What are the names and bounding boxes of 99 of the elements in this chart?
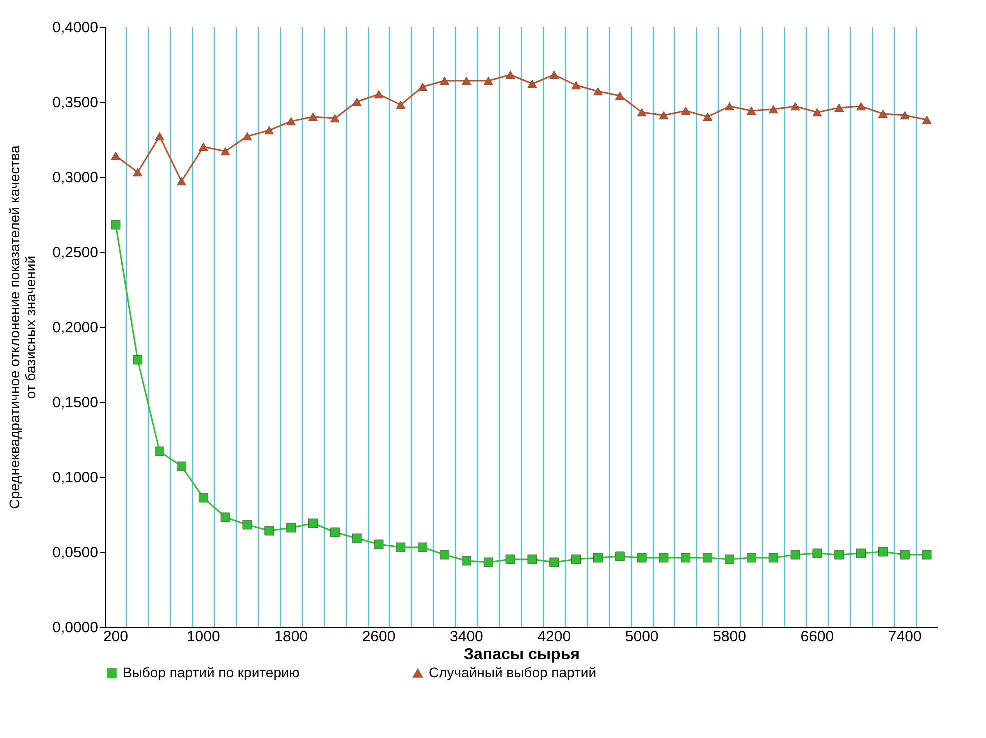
x-tick-label: 2600 xyxy=(362,628,396,646)
point xyxy=(834,550,844,560)
point xyxy=(155,132,165,141)
x-tick-label: 200 xyxy=(103,628,128,646)
point xyxy=(572,81,582,90)
y-tick-label: 0,3500 xyxy=(52,94,98,112)
point xyxy=(528,554,538,564)
x-tick-label: 6600 xyxy=(800,628,834,646)
point xyxy=(878,110,888,118)
point xyxy=(681,106,691,116)
point xyxy=(856,102,866,111)
point xyxy=(746,106,756,116)
point xyxy=(242,520,252,530)
point xyxy=(659,111,669,120)
point xyxy=(264,526,274,536)
x-tick-label: 7400 xyxy=(888,628,922,646)
y-tick-label: 0,2500 xyxy=(52,244,98,262)
point xyxy=(637,108,647,117)
point xyxy=(396,542,406,552)
point xyxy=(286,117,296,126)
point xyxy=(352,98,362,106)
point xyxy=(177,177,186,186)
point xyxy=(550,70,560,80)
x-axis-title: Запасы сырья xyxy=(464,646,580,664)
point xyxy=(703,112,713,122)
point xyxy=(264,126,274,135)
x-tick-label: 1800 xyxy=(274,628,308,646)
point xyxy=(812,548,822,558)
legend-label: Выбор партий по критерию xyxy=(123,664,300,680)
x-tick-label: 5000 xyxy=(625,628,659,646)
y-tick-label: 0,3000 xyxy=(52,170,98,186)
point xyxy=(330,114,340,123)
point xyxy=(506,554,516,564)
point xyxy=(594,87,603,96)
point xyxy=(637,553,647,563)
x-tick-label: 4200 xyxy=(538,628,572,646)
point xyxy=(198,142,208,152)
point xyxy=(812,108,822,117)
point xyxy=(111,220,121,230)
x-tick-label: 5800 xyxy=(713,628,746,646)
point xyxy=(133,355,143,365)
point xyxy=(440,76,450,86)
point xyxy=(462,556,472,566)
point xyxy=(900,550,910,560)
point xyxy=(330,528,340,538)
y-tick-label: 0,0500 xyxy=(52,544,98,562)
point xyxy=(374,540,384,550)
y-tick-label: 0,1500 xyxy=(52,394,98,412)
point xyxy=(484,558,494,568)
point xyxy=(878,547,888,557)
point xyxy=(506,70,516,80)
point xyxy=(790,102,800,111)
y-tick-label: 0,1000 xyxy=(52,470,98,486)
point xyxy=(462,76,472,86)
point xyxy=(484,76,494,86)
point xyxy=(900,111,910,120)
point xyxy=(615,92,625,100)
point xyxy=(725,102,734,111)
y-axis-title: Среднеквадратичное отклонение показателей качества от базисных значений xyxy=(6,146,39,510)
point xyxy=(111,152,121,160)
point xyxy=(418,542,428,552)
point xyxy=(308,518,318,528)
point xyxy=(768,553,778,563)
point xyxy=(922,116,932,124)
point xyxy=(790,550,800,560)
point xyxy=(594,553,603,563)
point xyxy=(155,446,165,456)
point xyxy=(440,550,450,560)
point xyxy=(659,553,669,563)
point xyxy=(528,80,538,88)
point xyxy=(418,82,428,92)
point xyxy=(834,104,844,112)
point xyxy=(396,100,406,110)
point xyxy=(308,112,318,122)
point xyxy=(242,132,252,141)
point xyxy=(220,147,230,156)
point xyxy=(352,534,362,544)
y-tick-label: 0,2000 xyxy=(52,320,98,336)
point xyxy=(198,493,208,503)
point xyxy=(615,552,625,562)
point xyxy=(374,90,384,99)
x-tick-label: 3400 xyxy=(450,628,484,646)
point xyxy=(177,462,186,472)
x-tick-label: 1000 xyxy=(186,628,220,646)
y-tick-label: 0,0000 xyxy=(52,620,98,636)
point xyxy=(572,554,582,564)
point xyxy=(286,523,296,533)
point xyxy=(703,553,713,563)
point xyxy=(681,553,691,563)
point xyxy=(550,558,560,568)
point xyxy=(922,550,932,560)
point xyxy=(768,105,778,114)
point xyxy=(220,512,230,522)
point xyxy=(746,553,756,563)
point xyxy=(725,554,734,564)
y-tick-label: 0,4000 xyxy=(52,20,98,36)
legend-label: Случайный выбор партий xyxy=(429,664,597,680)
point xyxy=(133,168,143,177)
point xyxy=(856,548,866,558)
